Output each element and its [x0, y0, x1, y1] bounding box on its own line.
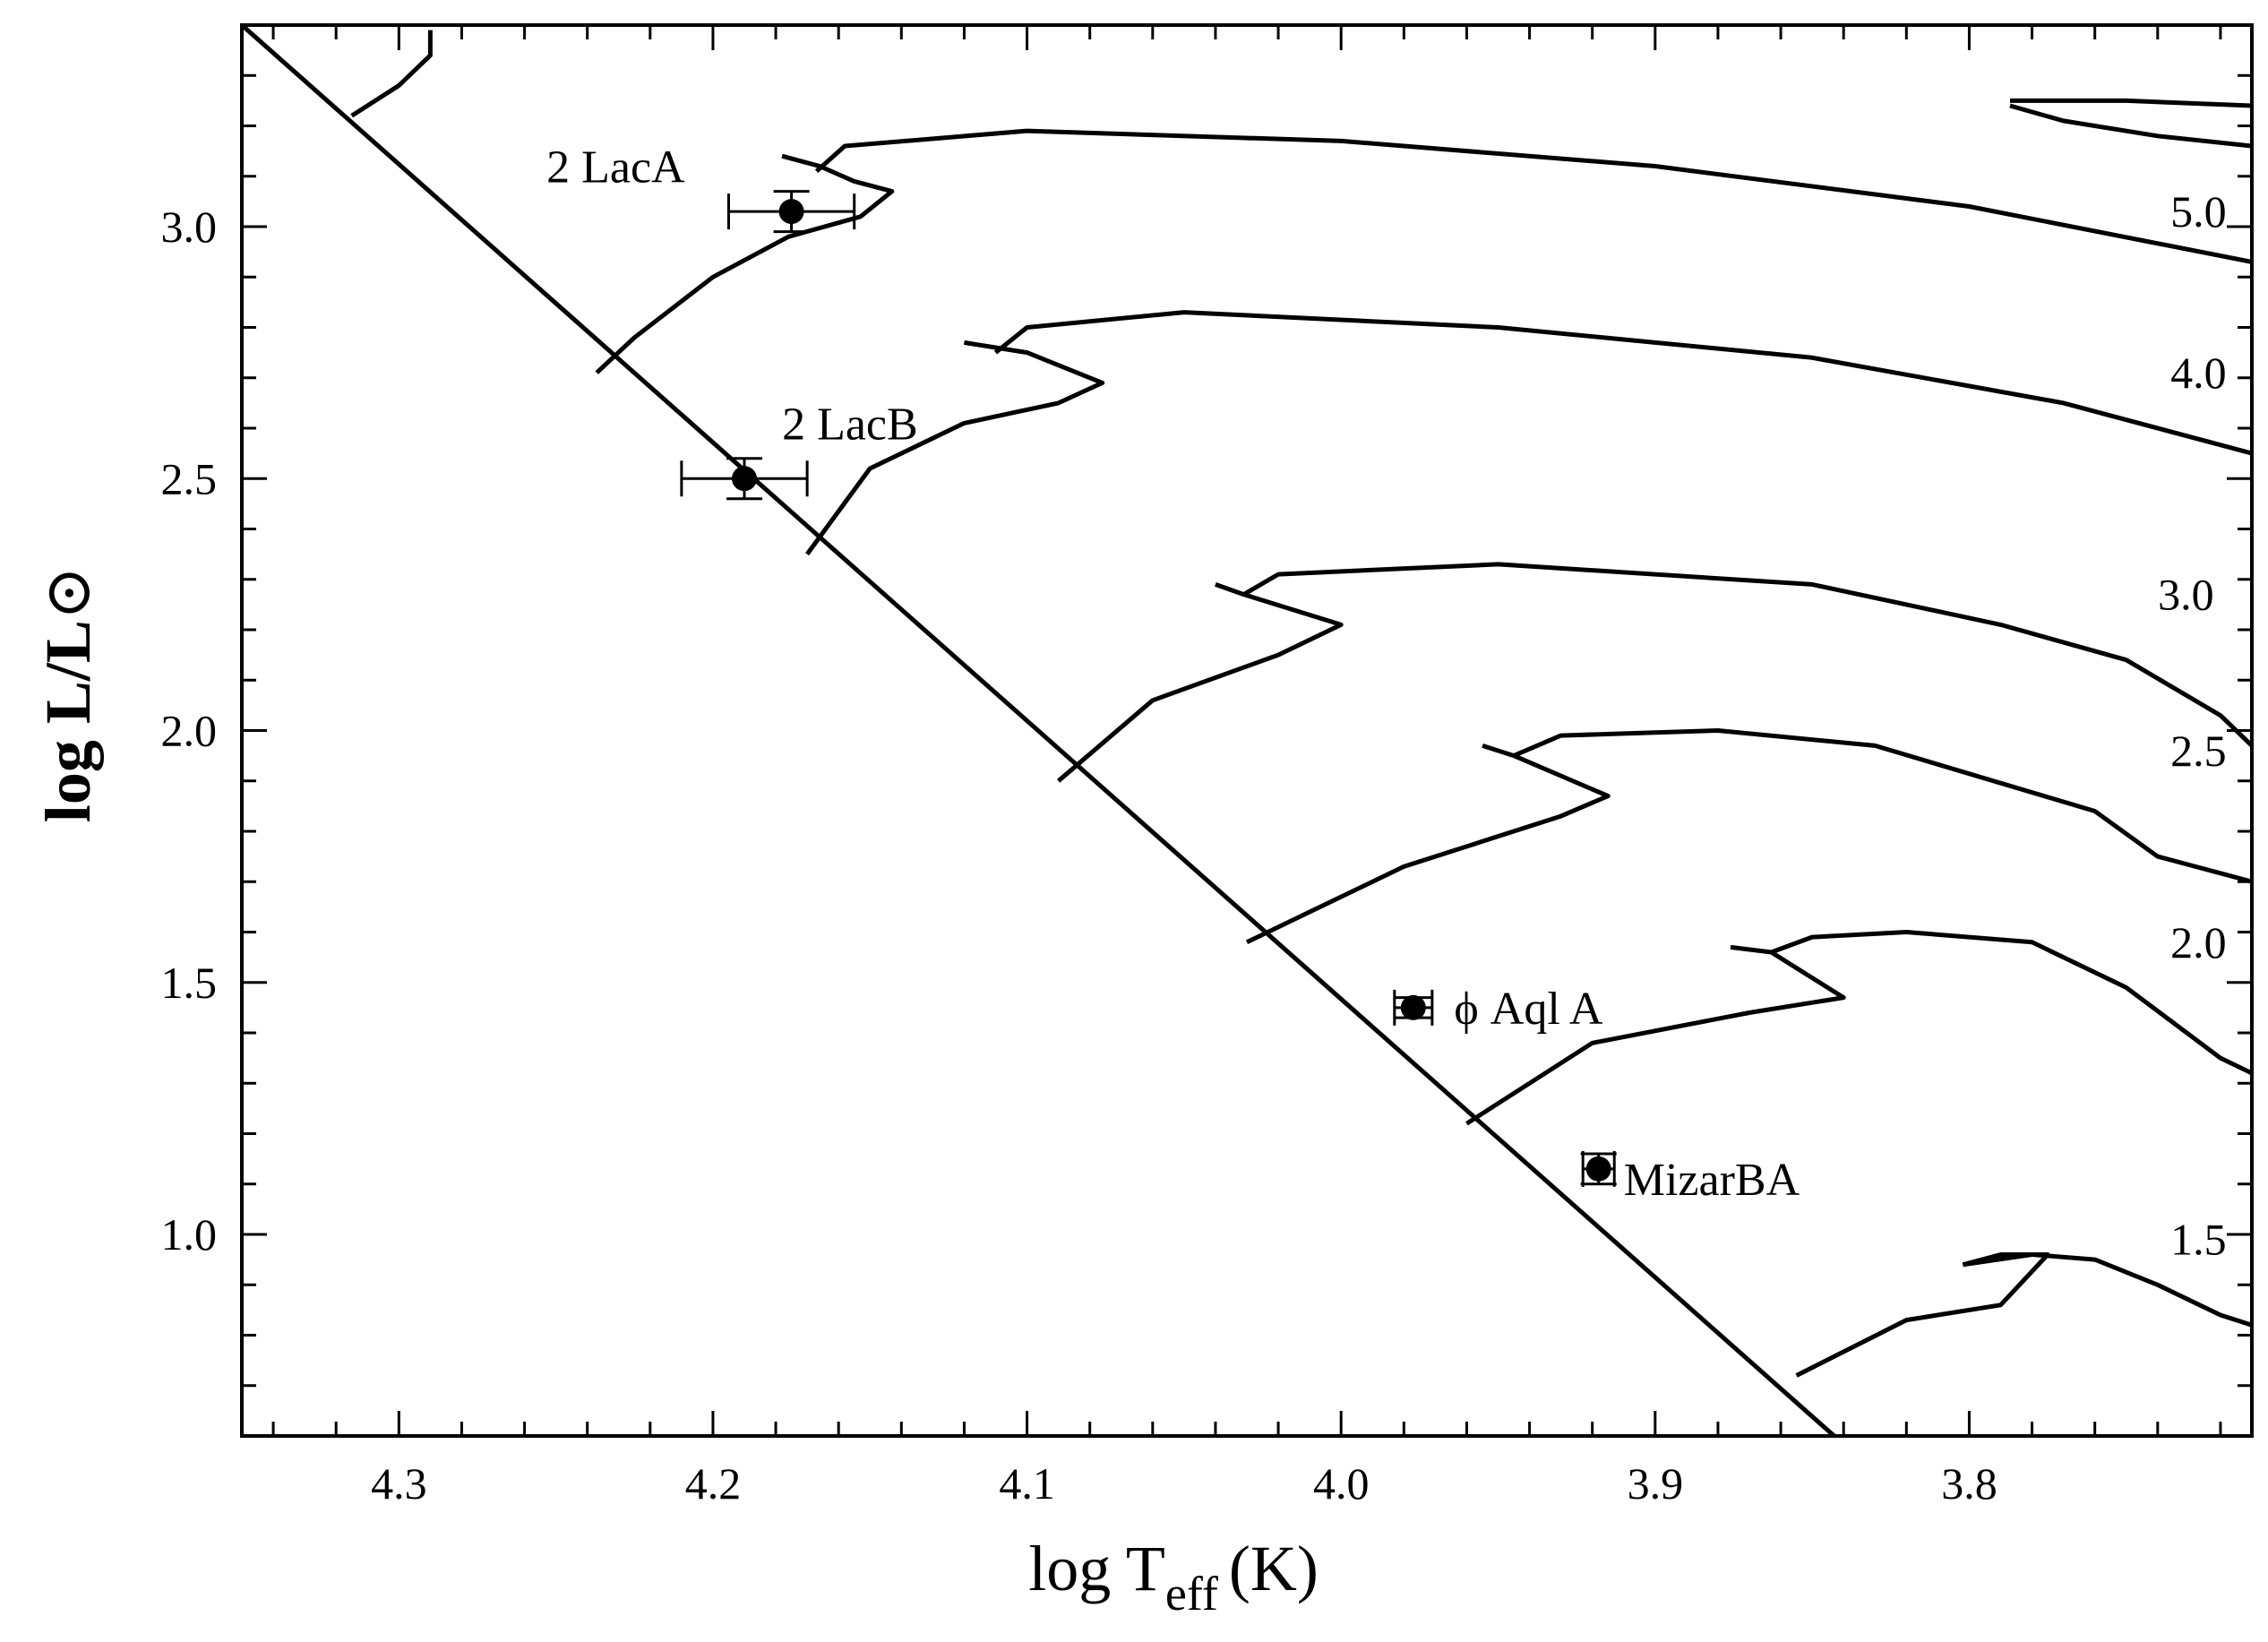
- x-tick-label: 3.8: [1941, 1458, 1997, 1509]
- x-tick-label: 4.1: [999, 1458, 1055, 1509]
- track-5_0-segment-0: [595, 153, 895, 374]
- track-4_0-segment-6: [993, 310, 2252, 456]
- track-3_0-segment-8: [1242, 562, 2252, 748]
- x-axis-title-main: log T: [1028, 1533, 1165, 1604]
- x-axis-title-unit: (K): [1229, 1533, 1319, 1604]
- y-axis-title-symbol: ⊙: [32, 566, 104, 620]
- y-tick-label: 1.0: [161, 1209, 218, 1259]
- track-2_0-segment-12: [1770, 930, 2252, 1076]
- x-tick-label: 4.0: [1313, 1458, 1370, 1509]
- track-1_5-segment-13: [1795, 1252, 2050, 1378]
- track-extra-segment-3: [2010, 98, 2252, 108]
- track-1_5-segment-14: [1963, 1252, 2252, 1328]
- track-label-4_0: 4.0: [2170, 348, 2227, 398]
- star-aql-a-label: ϕ Aql A: [1454, 984, 1603, 1035]
- star-mizarba-point: [1585, 1156, 1611, 1182]
- track-2_5-segment-10: [1513, 728, 2252, 884]
- track-label-3_0: 3.0: [2158, 570, 2214, 620]
- y-tick-label: 2.0: [161, 706, 218, 756]
- evolutionary-tracks: [242, 25, 2252, 1436]
- track-5_0-segment-1: [814, 128, 2252, 264]
- track-extra-segment-2: [350, 30, 433, 118]
- track-label-2_5: 2.5: [2170, 726, 2227, 776]
- star-mizarba-label: MizarBA: [1624, 1155, 1800, 1206]
- x-axis-title: log Teff (K): [1028, 1533, 1319, 1621]
- star-2-laca-label: 2 LacA: [546, 142, 685, 193]
- zams-line: [242, 25, 1836, 1436]
- y-axis-title-main: log L/L: [32, 620, 104, 822]
- track-4_0-segment-5: [805, 340, 1105, 556]
- x-tick-label: 3.9: [1628, 1458, 1684, 1509]
- star-markers: [680, 190, 1617, 1187]
- x-tick-label: 4.2: [685, 1458, 742, 1509]
- annotation-labels: 5.0 4.0 3.0 2.5 2.0 1.5 2 LacA 2 LacB ϕ Aql A Miz…: [546, 142, 2227, 1265]
- track-label-2_0: 2.0: [2170, 917, 2227, 967]
- track-label-1_5: 1.5: [2170, 1215, 2227, 1265]
- axis-tick-labels: 4.3 4.2 4.1 4.0 3.9 3.8 1.0 1.5 2.0 2.5 3.0: [161, 202, 1997, 1509]
- track-2_5-segment-9: [1245, 744, 1611, 945]
- y-tick-label: 3.0: [161, 202, 218, 252]
- star-2-lacb-point: [732, 466, 757, 492]
- x-tick-label: 4.3: [371, 1458, 427, 1509]
- track-label-5_0: 5.0: [2170, 186, 2227, 236]
- y-tick-label: 2.5: [161, 453, 218, 503]
- star-2-lacb-label: 2 LacB: [782, 399, 918, 450]
- star-2-laca-point: [778, 199, 804, 225]
- track-extra-segment-4: [2009, 103, 2252, 149]
- x-axis-title-subscript: eff: [1165, 1567, 1218, 1621]
- track-2_0-segment-11: [1465, 944, 1846, 1126]
- star-aql-a-point: [1400, 994, 1426, 1020]
- y-axis-title: log L/L⊙: [32, 566, 104, 822]
- y-tick-label: 1.5: [161, 958, 218, 1008]
- axis-ticks: [242, 25, 2252, 1436]
- track-3_0-segment-7: [1056, 582, 1344, 783]
- plot-frame: [240, 23, 2254, 1438]
